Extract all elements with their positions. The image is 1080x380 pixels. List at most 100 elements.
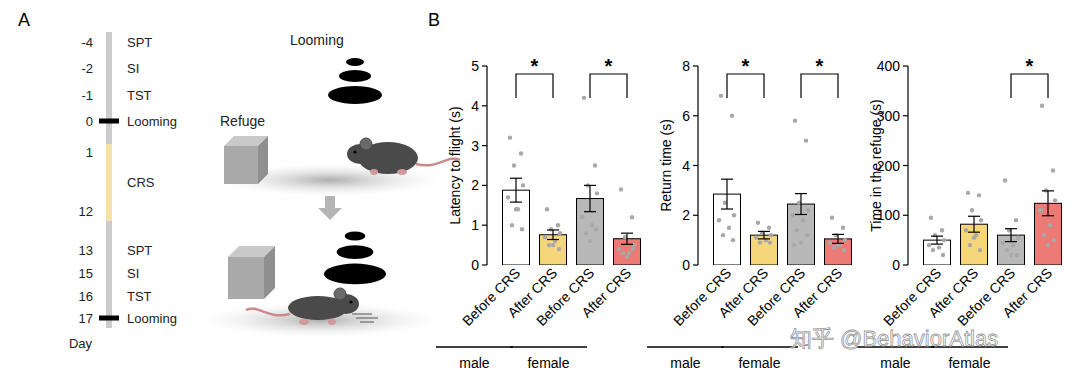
data-point	[929, 216, 933, 220]
data-point	[521, 183, 525, 187]
data-point	[805, 233, 809, 237]
bar	[825, 239, 852, 265]
error-line	[589, 185, 590, 211]
data-point	[520, 227, 524, 231]
data-point	[964, 228, 968, 232]
motion-line	[356, 318, 378, 319]
day-label: -4	[81, 35, 93, 50]
y-tick	[693, 264, 698, 265]
significance-bracket	[801, 74, 838, 98]
error-bar	[795, 194, 807, 215]
data-point	[793, 119, 797, 123]
data-point	[972, 235, 976, 239]
data-point	[841, 225, 845, 229]
data-point	[968, 243, 972, 247]
bar	[924, 240, 951, 265]
day-label: 1	[86, 145, 93, 160]
y-tick	[903, 115, 908, 116]
y-tick	[693, 115, 698, 116]
data-point	[1001, 240, 1005, 244]
error-cap	[931, 236, 943, 237]
error-cap	[931, 244, 943, 245]
error-cap	[1005, 228, 1017, 229]
data-point	[1011, 243, 1015, 247]
data-point	[506, 195, 510, 199]
data-point	[510, 223, 514, 227]
data-point	[619, 187, 623, 191]
refuge-front	[228, 257, 264, 299]
timeline-axis	[106, 32, 112, 328]
data-point	[801, 218, 805, 222]
data-point	[1053, 198, 1057, 202]
data-point	[1009, 253, 1013, 257]
error-cap	[968, 216, 980, 217]
y-tick	[482, 264, 487, 265]
data-point	[1015, 253, 1019, 257]
bar	[751, 235, 778, 265]
group-label: female	[527, 355, 569, 371]
y-tick-label: 5	[471, 58, 479, 74]
significance-bracket	[727, 74, 764, 98]
error-cap	[795, 214, 807, 215]
y-tick	[903, 65, 908, 66]
data-point	[512, 163, 516, 167]
significance-label: *	[816, 55, 824, 77]
error-cap	[584, 211, 596, 212]
y-tick	[482, 185, 487, 186]
arrow-head	[318, 208, 342, 220]
mouse-ear	[334, 288, 346, 300]
data-point	[625, 255, 629, 259]
error-line	[726, 179, 727, 209]
day-label: 15	[79, 266, 93, 281]
error-cap	[758, 231, 770, 232]
x-tick-label: After CRS	[999, 265, 1055, 321]
data-point	[543, 235, 547, 239]
data-point	[594, 227, 598, 231]
data-point	[769, 233, 773, 237]
data-point	[508, 135, 512, 139]
significance-bracket	[1011, 74, 1048, 98]
data-point	[791, 213, 795, 217]
bar-chart: 02468Return time (s)Before CRSAfter CRSB…	[647, 55, 852, 371]
error-cap	[621, 244, 633, 245]
event-label: SPT	[127, 243, 152, 258]
data-point	[1052, 238, 1056, 242]
error-bar	[968, 216, 980, 232]
event-label: CRS	[127, 175, 155, 190]
day-label: 12	[79, 204, 93, 219]
data-point	[795, 228, 799, 232]
data-point	[937, 245, 941, 249]
group-line	[436, 346, 513, 348]
looming-disk	[346, 58, 364, 66]
data-point	[1048, 223, 1052, 227]
error-bar	[510, 178, 522, 202]
error-line	[552, 230, 553, 240]
data-point	[627, 251, 631, 255]
error-bar	[758, 231, 770, 238]
data-point	[966, 191, 970, 195]
data-point	[556, 223, 560, 227]
event-label: SI	[127, 61, 139, 76]
data-point	[584, 231, 588, 235]
day-label: 0	[86, 114, 93, 129]
error-line	[626, 233, 627, 244]
data-point	[979, 218, 983, 222]
y-tick-label: 4	[682, 158, 690, 174]
x-tick-label: After CRS	[789, 265, 845, 321]
data-point	[927, 243, 931, 247]
group-line	[647, 346, 724, 348]
y-tick	[482, 105, 487, 106]
event-label: Looming	[127, 114, 177, 129]
looming-disk	[328, 86, 382, 104]
significance-label: *	[1026, 55, 1034, 77]
error-bar	[721, 179, 733, 209]
panel-label: A	[18, 10, 30, 30]
y-tick	[693, 165, 698, 166]
error-bar	[584, 185, 596, 211]
refuge-side	[258, 136, 268, 184]
significance-label: *	[605, 55, 613, 77]
y-tick-label: 0	[471, 257, 479, 273]
panel-label: B	[428, 10, 440, 30]
mouse-eye	[349, 300, 352, 303]
stimulus-label: Looming	[290, 32, 344, 48]
